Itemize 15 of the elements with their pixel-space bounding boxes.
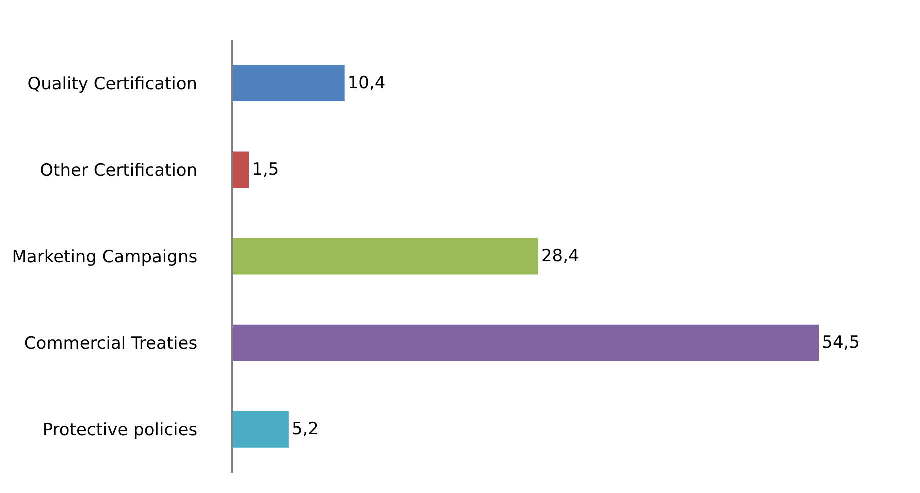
y-tick-label: Quality Certification [28, 74, 198, 94]
bar [233, 152, 250, 188]
bar [233, 65, 345, 102]
y-tick-label: Protective policies [42, 420, 198, 441]
bar [233, 412, 289, 448]
bar [233, 324, 820, 362]
data-label: 28,4 [541, 246, 580, 266]
data-label: 1,5 [252, 160, 280, 180]
bar [233, 238, 538, 275]
data-label: 5,2 [292, 420, 319, 440]
y-tick-label: Other Certification [40, 160, 198, 181]
y-tick-label: Commercial Treaties [24, 334, 198, 354]
y-tick-label: Marketing Campaigns [12, 247, 198, 268]
data-label: 54,5 [822, 333, 860, 354]
data-label: 10,4 [348, 73, 386, 94]
